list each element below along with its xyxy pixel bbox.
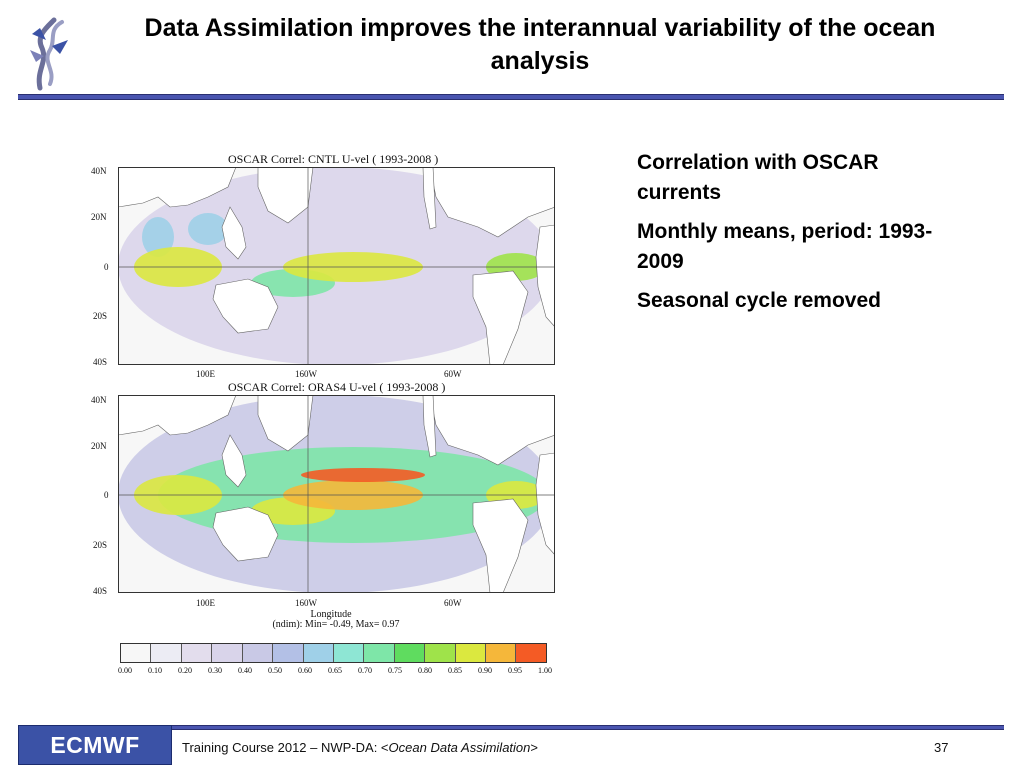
ecmwf-logo-text: ECMWF [50,731,140,758]
lat-label-eq: 0 [104,490,109,500]
correlation-map-cntl [118,167,555,365]
lon-label-100e: 100E [196,369,215,379]
lat-label-40n: 40N [91,395,107,405]
land-mass [221,434,247,488]
lat-label-40n: 40N [91,166,107,176]
lat-label-20s: 20S [93,311,108,321]
land-mass [422,395,437,458]
colorbar-swatch [242,644,274,662]
bullet-item: Correlation with OSCAR currents [637,151,879,204]
colorbar-swatch [425,644,456,662]
bullet-list: Correlation with OSCAR currents Monthly … [637,148,967,325]
colorbar-swatch [516,644,546,662]
colorbar-swatch [394,644,426,662]
footer-course-prefix: Training Course 2012 – NWP-DA: < [182,740,389,755]
land-mass [118,395,237,436]
lon-label-160w: 160W [295,369,317,379]
page-number: 37 [934,740,949,755]
bullet-item: Seasonal cycle removed [637,289,881,312]
lon-label-60w: 60W [444,369,462,379]
land-mass [429,167,555,238]
colorbar-swatch [303,644,334,662]
lon-label-60w: 60W [444,598,462,608]
correlation-region [142,217,174,257]
lat-label-eq: 0 [104,262,109,272]
map-frame [118,167,555,365]
lat-label-20n: 20N [91,212,107,222]
colorbar-tick-label: 0.50 [268,666,282,675]
stats-line: (ndim): Min= -0.49, Max= 0.97 [272,619,400,630]
colorbar-tick-label: 0.20 [178,666,192,675]
lon-label-160w: 160W [295,598,317,608]
land-mass [472,270,529,365]
footer-rule [172,725,1004,730]
land-mass [429,395,555,466]
colorbar-swatch [273,644,304,662]
slide-title: Data Assimilation improves the interannu… [144,14,936,75]
panel-title-oras4: OSCAR Correl: ORAS4 U-vel ( 1993-2008 ) [228,380,446,394]
colorbar-tick-label: 0.95 [508,666,522,675]
correlation-map-oras4 [118,395,555,593]
panel-title-cntl: OSCAR Correl: CNTL U-vel ( 1993-2008 ) [228,152,439,166]
land-mass [257,167,314,224]
lat-label-40s: 40S [93,357,108,367]
land-mass [257,395,314,452]
lat-label-20s: 20S [93,540,108,550]
footer-course-suffix: > [530,740,538,755]
colorbar-tick-label: 0.65 [328,666,342,675]
lon-label-100e: 100E [196,598,215,608]
colorbar-swatch [486,644,517,662]
colorbar-tick-label: 0.60 [298,666,312,675]
land-mass [212,506,279,562]
colorbar-tick-label: 0.10 [148,666,162,675]
ecmwf-logo: ECMWF [18,725,172,765]
map-frame [118,395,555,593]
colorbar-swatch [364,644,395,662]
colorbar-swatch [181,644,213,662]
colorbar-tick-label: 0.85 [448,666,462,675]
bullet-item: Monthly means, period: 1993-2009 [637,220,933,273]
colorbar-tick-label: 0.30 [208,666,222,675]
land-mass [118,167,237,208]
colorbar-tick-label: 0.90 [478,666,492,675]
lat-label-40s: 40S [93,586,108,596]
colorbar-tick-label: 0.80 [418,666,432,675]
land-mass [221,206,247,260]
ecmwf-emblem-icon [30,17,68,91]
land-mass [212,278,279,334]
correlation-region [188,213,228,245]
x-axis-title: Longitude [310,609,352,620]
footer-course-topic: Ocean Data Assimilation [388,740,531,755]
colorbar-tick-label: 1.00 [538,666,552,675]
title-rule [18,94,1004,100]
colorbar-tick-label: 0.75 [388,666,402,675]
colorbar-tick-label: 0.00 [118,666,132,675]
correlation-region [301,468,425,482]
colorbar-swatch [151,644,182,662]
land-mass [535,452,555,556]
land-mass [535,224,555,328]
land-mass [422,167,437,230]
colorbar-swatch [333,644,365,662]
colorbar-tick-label: 0.40 [238,666,252,675]
colorbar-swatch [455,644,487,662]
colorbar [120,643,547,663]
footer-course-text: Training Course 2012 – NWP-DA: <Ocean Da… [182,740,538,755]
colorbar-swatch [212,644,243,662]
colorbar-tick-label: 0.70 [358,666,372,675]
land-mass [472,498,529,593]
lat-label-20n: 20N [91,441,107,451]
colorbar-swatch [121,644,152,662]
